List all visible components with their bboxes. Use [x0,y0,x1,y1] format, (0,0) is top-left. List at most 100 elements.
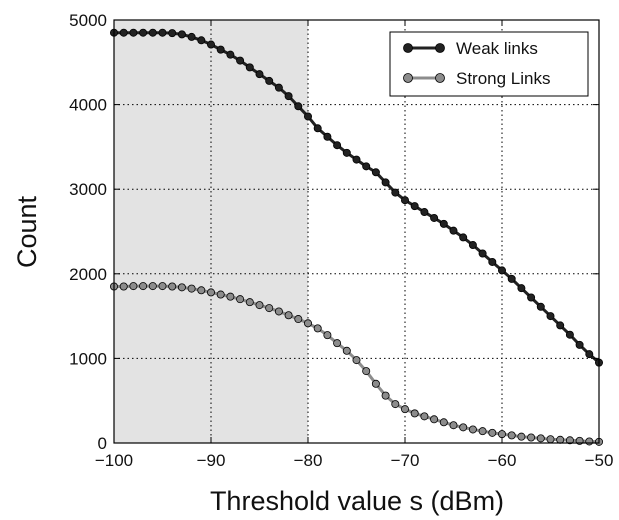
data-point-strong-links [294,315,303,324]
data-point-weak-links [459,233,468,242]
x-axis-title: Threshold value s (dBm) [210,486,504,516]
data-point-weak-links [507,274,516,283]
plot-area: −100 −90 −80 −70 −60 −50 0 1000 2000 3000 4000 5000… [69,11,613,470]
y-tick-label: 0 [98,434,107,453]
legend-marker-strong-links [435,73,445,83]
data-point-strong-links [206,288,215,297]
data-point-weak-links [488,257,497,266]
legend-label-weak-links: Weak links [456,39,538,58]
y-tick-label: 4000 [69,96,107,115]
data-point-strong-links [430,415,439,424]
data-point-weak-links [517,284,526,293]
data-point-weak-links [119,28,128,37]
x-tick-label: −60 [488,451,517,470]
data-point-weak-links [575,340,584,349]
data-point-weak-links [313,124,322,133]
data-point-weak-links [410,202,419,211]
data-point-strong-links [342,346,351,355]
data-point-weak-links [391,188,400,197]
data-point-strong-links [197,286,206,295]
y-tick-label: 3000 [69,180,107,199]
x-tick-label: −80 [294,451,323,470]
data-point-strong-links [187,284,196,293]
legend-marker-strong-links [403,73,413,83]
data-point-weak-links [565,330,574,339]
data-point-strong-links [488,428,497,437]
x-tick-label: −90 [197,451,226,470]
data-point-weak-links [245,63,254,72]
data-point-weak-links [129,28,138,37]
data-point-weak-links [284,92,293,101]
data-point-strong-links [333,339,342,348]
data-point-strong-links [177,283,186,292]
data-point-strong-links [459,423,468,432]
data-point-strong-links [527,433,536,442]
data-point-weak-links [333,141,342,150]
data-point-weak-links [536,302,545,311]
data-point-weak-links [303,112,312,121]
data-point-strong-links [362,367,371,376]
y-tick-label: 2000 [69,265,107,284]
data-point-strong-links [507,431,516,440]
data-point-strong-links [449,421,458,430]
data-point-weak-links [371,168,380,177]
data-point-weak-links [420,208,429,217]
x-tick-label: −100 [95,451,133,470]
data-point-strong-links [255,301,264,310]
data-point-strong-links [129,282,138,291]
data-point-strong-links [274,307,283,316]
data-point-strong-links [236,295,245,304]
data-point-weak-links [527,293,536,302]
data-point-strong-links [585,437,594,446]
data-point-weak-links [497,266,506,275]
data-point-strong-links [536,434,545,443]
data-point-weak-links [546,312,555,321]
data-point-strong-links [497,430,506,439]
data-point-weak-links [187,32,196,41]
data-point-strong-links [245,298,254,307]
data-point-strong-links [517,432,526,441]
data-point-weak-links [197,36,206,45]
data-point-strong-links [439,418,448,427]
data-point-strong-links [371,379,380,388]
data-point-strong-links [420,412,429,421]
data-point-weak-links [206,40,215,49]
legend-marker-weak-links [403,43,413,53]
data-point-weak-links [139,28,148,37]
data-point-strong-links [381,391,390,400]
data-point-weak-links [478,249,487,258]
data-point-strong-links [168,282,177,291]
data-point-weak-links [294,102,303,111]
data-point-strong-links [478,427,487,436]
x-tick-label: −70 [391,451,420,470]
data-point-strong-links [556,435,565,444]
data-point-weak-links [468,241,477,250]
data-point-strong-links [148,282,157,291]
y-tick-label: 5000 [69,11,107,30]
data-point-strong-links [216,290,225,299]
data-point-strong-links [410,409,419,418]
data-point-weak-links [381,178,390,187]
data-point-weak-links [255,70,264,79]
legend-marker-weak-links [435,43,445,53]
data-point-weak-links [177,30,186,39]
data-point-weak-links [585,350,594,359]
y-tick-label: 1000 [69,349,107,368]
y-axis-title: Count [12,195,42,268]
data-point-weak-links [226,50,235,59]
data-point-weak-links [342,148,351,157]
data-point-strong-links [265,304,274,313]
data-point-strong-links [226,292,235,301]
data-point-weak-links [323,132,332,141]
data-point-weak-links [265,76,274,85]
data-point-weak-links [352,155,361,164]
data-point-weak-links [362,162,371,171]
data-point-strong-links [391,400,400,409]
data-point-strong-links [119,282,128,291]
data-point-weak-links [439,219,448,228]
data-point-strong-links [284,311,293,320]
data-point-strong-links [323,331,332,340]
data-point-strong-links [139,282,148,291]
data-point-weak-links [274,83,283,92]
data-point-strong-links [313,324,322,333]
